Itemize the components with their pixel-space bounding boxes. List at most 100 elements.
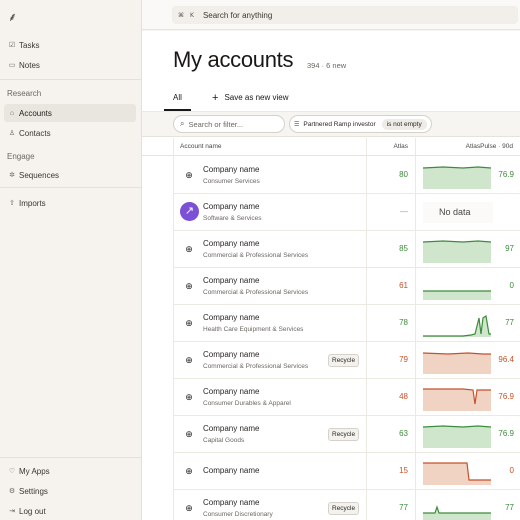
table-row[interactable]: ⊕ Company name Consumer Services 80 76.9 [173,157,520,194]
company-name[interactable]: Company name [203,313,260,322]
atlas-score: 61 [399,281,408,290]
atlaspulse-sparkline [423,240,491,263]
column-divider [173,138,174,520]
globe-icon: ⊕ [185,318,193,328]
sidebar-item-settings[interactable]: ⚙ Settings [4,482,136,500]
recycle-badge[interactable]: Recycle [328,428,360,441]
sidebar-item-my-apps[interactable]: ♡ My Apps [4,462,136,480]
company-industry: Health Care Equipment & Services [203,326,304,333]
atlaspulse-sparkline [423,388,491,411]
company-industry: Capital Goods [203,437,245,444]
global-search-bar[interactable]: ⌘ K Search for anything [172,6,518,24]
sidebar-section-research: Research [7,89,42,98]
sidebar-item-imports[interactable]: ⇧ Imports [4,194,136,212]
table-row[interactable]: ⊕ Company name Health Care Equipment & Ser… [173,305,520,342]
company-logo-icon: ↗ [180,202,199,221]
atlaspulse-score: 96.4 [498,355,514,364]
global-search-text: Search for anything [202,10,273,20]
sidebar-item-label: Notes [19,60,40,70]
atlaspulse-sparkline [423,314,491,337]
sidebar-item-tasks[interactable]: ☑ Tasks [4,36,136,54]
main-content: My accounts 394 · 6 new All + Save as ne… [142,31,520,520]
column-header-atlaspulse[interactable]: AtlasPulse · 90d [465,143,513,150]
globe-icon: ⊕ [185,281,193,291]
sidebar-item-label: Sequences [19,170,60,180]
search-icon: ⌕ [180,119,185,128]
sidebar-item-contacts[interactable]: ♙ Contacts [4,124,136,142]
company-name[interactable]: Company name [203,498,260,507]
atlaspulse-sparkline [423,352,491,374]
atlas-score: 48 [399,392,408,401]
filter-search-placeholder: Search or filter... [188,119,244,129]
globe-icon: ⊕ [185,244,193,254]
sidebar-item-sequences[interactable]: ✲ Sequences [4,166,136,184]
globe-icon: ⊕ [185,170,193,180]
sidebar-item-label: Accounts [19,108,52,118]
atlaspulse-score: 77 [505,318,514,327]
sequence-icon: ✲ [9,172,15,179]
save-as-new-view-button[interactable]: + Save as new view [212,92,289,103]
company-industry: Commercial & Professional Services [203,252,309,259]
column-header-atlas[interactable]: Atlas [393,143,408,150]
company-name[interactable]: Company name [203,239,260,248]
table-row[interactable]: ⊕ Company name Capital Goods Recycle 63 76.9 [173,416,520,453]
filter-chip[interactable]: ☰ Partnered Ramp investor is not empty [289,115,432,133]
sparkline-area [423,353,491,374]
sidebar-divider [0,187,141,188]
atlaspulse-score: 77 [505,503,514,512]
filter-search-input[interactable]: ⌕ Search or filter... [173,115,285,133]
company-name[interactable]: Company name [203,387,260,396]
table-row[interactable]: ⊕ Company name 15 0 [173,453,520,490]
table-row[interactable]: ⊕ Company name Commercial & Professional S… [173,342,520,379]
filter-operator[interactable]: is not empty [381,118,427,130]
sparkline-line [423,314,491,337]
table-row[interactable]: ↗ Company name Software & Services — No data [173,194,520,231]
atlas-score: 80 [399,170,408,179]
sidebar: ⸙ ☑ Tasks ▭ Notes Research ⌂ Accounts ♙ … [0,0,142,520]
sidebar-item-label: Settings [19,486,48,496]
active-tab-indicator [164,109,191,111]
table-row[interactable]: ⊕ Company name Commercial & Professional S… [173,268,520,305]
tab-all[interactable]: All [173,93,182,102]
app-logo-icon[interactable]: ⸙ [8,10,18,24]
atlaspulse-score: 0 [509,281,514,290]
sidebar-item-notes[interactable]: ▭ Notes [4,56,136,74]
atlas-score: — [400,207,408,216]
table-row[interactable]: ⊕ Company name Consumer Discretionary Recyc… [173,490,520,520]
checkbox-icon: ☑ [8,42,16,49]
company-name[interactable]: Company name [203,350,260,359]
atlaspulse-score: 76.9 [498,170,514,179]
atlas-score: 15 [399,466,408,475]
company-name[interactable]: Company name [203,466,260,475]
table-row[interactable]: ⊕ Company name Commercial & Professional S… [173,231,520,268]
atlas-score: 63 [399,429,408,438]
gear-icon: ⚙ [8,488,16,495]
sidebar-item-accounts[interactable]: ⌂ Accounts [4,104,136,122]
sparkline-line [423,505,491,514]
sidebar-item-label: Imports [19,198,46,208]
company-name[interactable]: Company name [203,165,260,174]
recycle-badge[interactable]: Recycle [328,502,360,515]
sidebar-section-engage: Engage [7,152,35,161]
company-name[interactable]: Company name [203,424,260,433]
sidebar-item-log-out[interactable]: ⇥ Log out [4,502,136,520]
sparkline-area [423,426,491,448]
sidebar-item-label: Log out [19,506,46,516]
sparkline-line [423,352,491,355]
atlaspulse-score: 97 [505,244,514,253]
sparkline-placeholder [423,202,493,223]
company-name[interactable]: Company name [203,276,260,285]
sidebar-divider [0,457,141,458]
atlaspulse-sparkline [423,505,491,520]
table-row[interactable]: ⊕ Company name Consumer Durables & Apparel… [173,379,520,416]
save-view-label: Save as new view [224,93,289,102]
company-industry: Commercial & Professional Services [203,289,309,296]
globe-icon: ⊕ [185,429,193,439]
filter-lines-icon: ☰ [294,121,300,128]
company-name[interactable]: Company name [203,202,260,211]
globe-icon: ⊕ [185,392,193,402]
atlas-score: 78 [399,318,408,327]
building-icon: ⌂ [9,109,15,117]
column-header-account-name[interactable]: Account name [180,143,222,150]
recycle-badge[interactable]: Recycle [328,354,360,367]
